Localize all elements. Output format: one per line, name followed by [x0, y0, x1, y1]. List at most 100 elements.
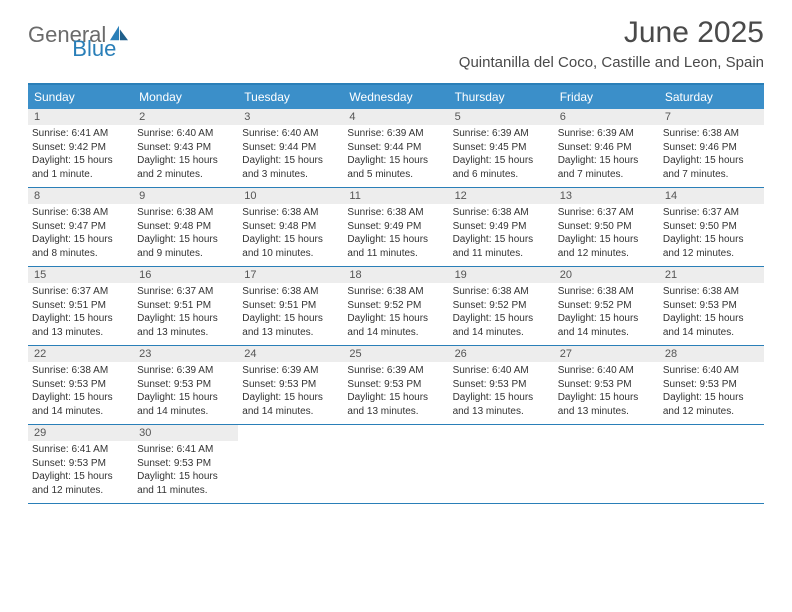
- daylight-line: Daylight: 15 hours: [137, 154, 234, 168]
- day-cell: 22Sunrise: 6:38 AMSunset: 9:53 PMDayligh…: [28, 346, 133, 424]
- daylight-line: Daylight: 15 hours: [32, 470, 129, 484]
- day-cell: 19Sunrise: 6:38 AMSunset: 9:52 PMDayligh…: [449, 267, 554, 345]
- daylight-line: and 14 minutes.: [32, 405, 129, 419]
- sunrise-line: Sunrise: 6:38 AM: [32, 206, 129, 220]
- daynum-row: 14: [659, 188, 764, 204]
- daylight-line: Daylight: 15 hours: [137, 233, 234, 247]
- day-cell: 30Sunrise: 6:41 AMSunset: 9:53 PMDayligh…: [133, 425, 238, 503]
- daylight-line: and 2 minutes.: [137, 168, 234, 182]
- daylight-line: Daylight: 15 hours: [663, 312, 760, 326]
- day-number: 5: [455, 111, 548, 123]
- sunset-line: Sunset: 9:53 PM: [137, 457, 234, 471]
- daylight-line: Daylight: 15 hours: [558, 312, 655, 326]
- day-cell: 9Sunrise: 6:38 AMSunset: 9:48 PMDaylight…: [133, 188, 238, 266]
- daylight-line: Daylight: 15 hours: [663, 233, 760, 247]
- daylight-line: Daylight: 15 hours: [32, 233, 129, 247]
- header: General Blue June 2025 Quintanilla del C…: [0, 0, 792, 75]
- daylight-line: and 1 minute.: [32, 168, 129, 182]
- sunset-line: Sunset: 9:53 PM: [32, 378, 129, 392]
- daylight-line: and 12 minutes.: [558, 247, 655, 261]
- day-cell: 14Sunrise: 6:37 AMSunset: 9:50 PMDayligh…: [659, 188, 764, 266]
- dow-wed: Wednesday: [343, 85, 448, 109]
- day-cell: [449, 425, 554, 503]
- daynum-row: 12: [449, 188, 554, 204]
- daylight-line: Daylight: 15 hours: [347, 312, 444, 326]
- daylight-line: and 9 minutes.: [137, 247, 234, 261]
- day-cell: 12Sunrise: 6:38 AMSunset: 9:49 PMDayligh…: [449, 188, 554, 266]
- day-cell: 16Sunrise: 6:37 AMSunset: 9:51 PMDayligh…: [133, 267, 238, 345]
- daylight-line: and 8 minutes.: [32, 247, 129, 261]
- daylight-line: Daylight: 15 hours: [32, 391, 129, 405]
- day-cell: 20Sunrise: 6:38 AMSunset: 9:52 PMDayligh…: [554, 267, 659, 345]
- dow-sat: Saturday: [659, 85, 764, 109]
- daynum-row: 30: [133, 425, 238, 441]
- daylight-line: Daylight: 15 hours: [453, 391, 550, 405]
- daylight-line: Daylight: 15 hours: [242, 154, 339, 168]
- daynum-row: 5: [449, 109, 554, 125]
- day-cell: [238, 425, 343, 503]
- daylight-line: and 7 minutes.: [558, 168, 655, 182]
- day-cell: 10Sunrise: 6:38 AMSunset: 9:48 PMDayligh…: [238, 188, 343, 266]
- dow-mon: Monday: [133, 85, 238, 109]
- day-cell: 23Sunrise: 6:39 AMSunset: 9:53 PMDayligh…: [133, 346, 238, 424]
- day-cell: 17Sunrise: 6:38 AMSunset: 9:51 PMDayligh…: [238, 267, 343, 345]
- daynum-row: 21: [659, 267, 764, 283]
- week-row: 8Sunrise: 6:38 AMSunset: 9:47 PMDaylight…: [28, 188, 764, 267]
- sunset-line: Sunset: 9:53 PM: [663, 299, 760, 313]
- sunset-line: Sunset: 9:46 PM: [663, 141, 760, 155]
- dow-sun: Sunday: [28, 85, 133, 109]
- sunrise-line: Sunrise: 6:41 AM: [32, 443, 129, 457]
- daylight-line: and 11 minutes.: [453, 247, 550, 261]
- daylight-line: Daylight: 15 hours: [347, 154, 444, 168]
- daynum-row: 24: [238, 346, 343, 362]
- sunset-line: Sunset: 9:50 PM: [558, 220, 655, 234]
- day-cell: 29Sunrise: 6:41 AMSunset: 9:53 PMDayligh…: [28, 425, 133, 503]
- daylight-line: Daylight: 15 hours: [347, 233, 444, 247]
- daynum-row: 15: [28, 267, 133, 283]
- day-cell: 24Sunrise: 6:39 AMSunset: 9:53 PMDayligh…: [238, 346, 343, 424]
- day-cell: 2Sunrise: 6:40 AMSunset: 9:43 PMDaylight…: [133, 109, 238, 187]
- daylight-line: and 7 minutes.: [663, 168, 760, 182]
- sunrise-line: Sunrise: 6:38 AM: [242, 285, 339, 299]
- day-cell: 27Sunrise: 6:40 AMSunset: 9:53 PMDayligh…: [554, 346, 659, 424]
- sunset-line: Sunset: 9:42 PM: [32, 141, 129, 155]
- day-cell: 21Sunrise: 6:38 AMSunset: 9:53 PMDayligh…: [659, 267, 764, 345]
- daynum-row: 19: [449, 267, 554, 283]
- day-number: 6: [560, 111, 653, 123]
- day-cell: 7Sunrise: 6:38 AMSunset: 9:46 PMDaylight…: [659, 109, 764, 187]
- sunrise-line: Sunrise: 6:40 AM: [453, 364, 550, 378]
- daylight-line: and 13 minutes.: [347, 405, 444, 419]
- daynum-row: 20: [554, 267, 659, 283]
- daylight-line: and 14 minutes.: [242, 405, 339, 419]
- daylight-line: and 13 minutes.: [137, 326, 234, 340]
- daylight-line: and 14 minutes.: [558, 326, 655, 340]
- day-number: 7: [665, 111, 758, 123]
- sunset-line: Sunset: 9:44 PM: [242, 141, 339, 155]
- day-cell: 6Sunrise: 6:39 AMSunset: 9:46 PMDaylight…: [554, 109, 659, 187]
- sunset-line: Sunset: 9:43 PM: [137, 141, 234, 155]
- sunrise-line: Sunrise: 6:39 AM: [347, 127, 444, 141]
- sunrise-line: Sunrise: 6:40 AM: [558, 364, 655, 378]
- day-number: 21: [665, 269, 758, 281]
- sunrise-line: Sunrise: 6:40 AM: [242, 127, 339, 141]
- sunset-line: Sunset: 9:51 PM: [242, 299, 339, 313]
- sunset-line: Sunset: 9:44 PM: [347, 141, 444, 155]
- dow-thu: Thursday: [449, 85, 554, 109]
- daylight-line: Daylight: 15 hours: [137, 391, 234, 405]
- day-cell: [554, 425, 659, 503]
- day-cell: 28Sunrise: 6:40 AMSunset: 9:53 PMDayligh…: [659, 346, 764, 424]
- sunrise-line: Sunrise: 6:41 AM: [32, 127, 129, 141]
- daylight-line: Daylight: 15 hours: [453, 154, 550, 168]
- daylight-line: and 14 minutes.: [347, 326, 444, 340]
- sunrise-line: Sunrise: 6:38 AM: [347, 285, 444, 299]
- day-number: 8: [34, 190, 127, 202]
- day-number: 30: [139, 427, 232, 439]
- brand-part2: Blue: [72, 36, 116, 62]
- sunset-line: Sunset: 9:49 PM: [347, 220, 444, 234]
- day-cell: 3Sunrise: 6:40 AMSunset: 9:44 PMDaylight…: [238, 109, 343, 187]
- title-block: June 2025 Quintanilla del Coco, Castille…: [459, 16, 764, 71]
- sunrise-line: Sunrise: 6:39 AM: [242, 364, 339, 378]
- day-number: 15: [34, 269, 127, 281]
- sunrise-line: Sunrise: 6:38 AM: [137, 206, 234, 220]
- day-cell: 8Sunrise: 6:38 AMSunset: 9:47 PMDaylight…: [28, 188, 133, 266]
